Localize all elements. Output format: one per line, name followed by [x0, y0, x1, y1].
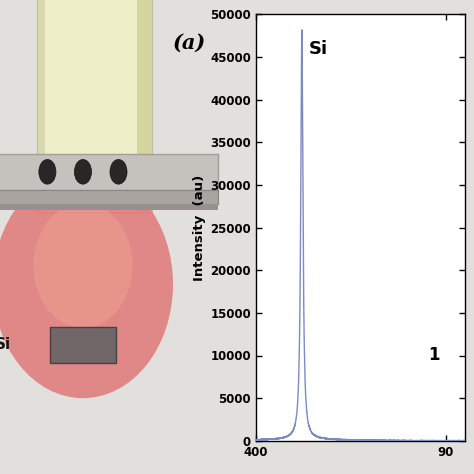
Bar: [38, 0, 152, 213]
Ellipse shape: [110, 160, 127, 184]
Y-axis label: Intensity  (au): Intensity (au): [193, 174, 206, 281]
Text: Si: Si: [309, 40, 328, 58]
Text: (a): (a): [173, 33, 206, 53]
Bar: [0, 154, 218, 190]
Ellipse shape: [33, 203, 132, 328]
Bar: [50, 327, 116, 363]
Bar: [38, 0, 45, 213]
Text: 1: 1: [428, 346, 440, 365]
Ellipse shape: [0, 171, 173, 398]
Ellipse shape: [74, 160, 91, 184]
Ellipse shape: [39, 160, 56, 184]
Text: Si: Si: [0, 337, 11, 352]
Bar: [0, 204, 218, 210]
Bar: [0, 190, 218, 204]
Bar: [137, 0, 152, 213]
